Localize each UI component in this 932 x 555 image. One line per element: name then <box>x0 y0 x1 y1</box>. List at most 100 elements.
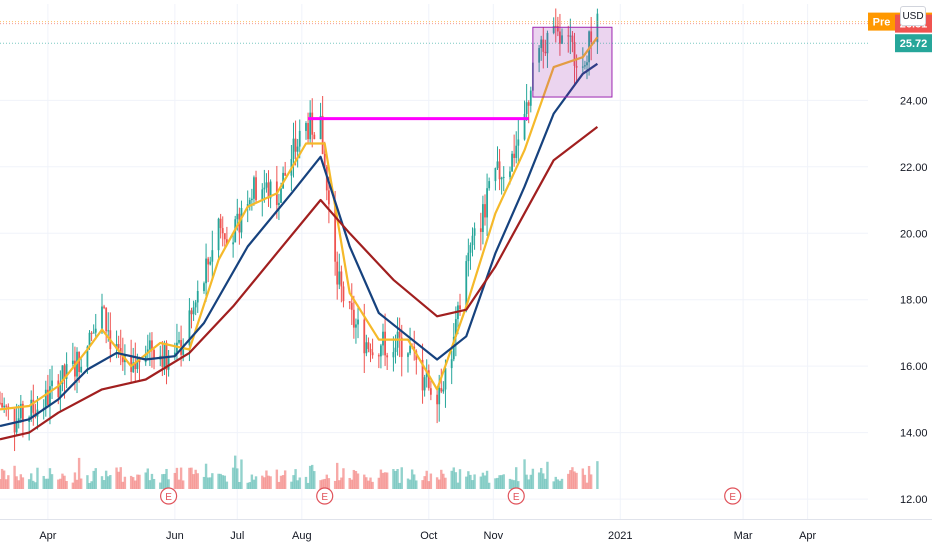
volume-bar <box>34 482 37 489</box>
candle-body <box>74 360 76 377</box>
price-axis[interactable]: 12.00 14.00 16.00 18.00 20.00 22.00 24.00 <box>900 95 928 506</box>
candle-body <box>500 177 503 180</box>
volume-bar <box>379 469 383 489</box>
candle-body <box>538 48 541 63</box>
volume-bar <box>292 475 295 489</box>
x-tick-label: Jul <box>230 530 244 542</box>
volume-bar <box>196 473 199 489</box>
candle-body <box>32 399 35 413</box>
candle-body <box>513 153 516 158</box>
y-tick-label: 16.00 <box>900 361 928 373</box>
volume-bar <box>102 480 106 489</box>
candle-body <box>263 187 266 190</box>
candle-body <box>527 102 530 106</box>
volume-bar <box>392 469 395 489</box>
volume-bar <box>42 475 45 489</box>
candle-body <box>515 145 518 158</box>
volume-bar <box>261 475 264 489</box>
volume-bar <box>415 480 418 489</box>
volume-bar <box>527 479 530 489</box>
y-tick-label: 18.00 <box>900 295 928 307</box>
volume-bar <box>544 478 547 489</box>
volume-bar <box>290 481 293 489</box>
volume-bar <box>192 474 195 489</box>
candle-body <box>575 65 578 68</box>
volume-bar <box>458 469 462 489</box>
volume-bar <box>283 470 287 489</box>
currency-button[interactable]: USD <box>900 6 926 26</box>
time-axis[interactable]: Apr Jun Jul Aug Oct Nov 2021 Mar Apr <box>39 530 816 542</box>
candle-body <box>571 35 574 43</box>
volume-bar <box>152 478 156 489</box>
volume-bar <box>523 459 526 489</box>
volume-bar <box>473 474 476 489</box>
candle-body <box>496 161 499 169</box>
volume-bar <box>454 472 458 489</box>
x-tick-label: Apr <box>39 530 56 542</box>
candle-body <box>479 228 482 232</box>
pre-market-label: Pre <box>873 17 891 29</box>
consolidation-box <box>532 26 613 98</box>
y-tick-label: 20.00 <box>900 228 928 240</box>
volume-bar <box>465 476 468 489</box>
volume-bar <box>394 470 397 489</box>
volume-bar <box>336 462 339 489</box>
candle-body <box>211 250 214 262</box>
candle-body <box>248 200 251 205</box>
volume-bar <box>508 478 512 489</box>
volume-bar <box>63 475 66 489</box>
volume-bar <box>400 467 403 489</box>
candle-body <box>323 153 326 167</box>
candle-body <box>1 402 3 408</box>
candle-body <box>250 198 253 201</box>
volume-bar <box>190 467 193 489</box>
candle-body <box>92 332 95 334</box>
candle-body <box>450 359 453 369</box>
candle-body <box>0 402 1 404</box>
volume-bar <box>236 468 239 489</box>
moving-average-lines <box>0 36 599 441</box>
candle-body <box>471 235 474 246</box>
candle-body <box>225 239 228 245</box>
volume-bar <box>132 477 135 489</box>
volume-bar <box>367 480 370 489</box>
volume-bar <box>383 472 387 489</box>
volume-bar <box>381 472 385 489</box>
candle-body <box>163 342 166 367</box>
candle-body <box>232 242 235 245</box>
candle-body <box>284 172 287 176</box>
earnings-marker <box>724 487 742 505</box>
volume-bar <box>92 470 95 489</box>
volume-bar <box>104 470 108 489</box>
volume-bar <box>306 482 310 489</box>
candle-body <box>473 228 476 236</box>
volume-bar <box>46 478 50 489</box>
candle-body <box>561 35 563 44</box>
volume-bar <box>167 479 170 489</box>
volume-bar <box>75 479 79 489</box>
candle-body <box>407 353 409 357</box>
volume-bar <box>338 480 341 489</box>
candle-body <box>192 307 195 315</box>
candle-body <box>546 32 549 54</box>
volume-bar <box>88 482 91 489</box>
volume-bar <box>365 477 368 489</box>
candle-body <box>367 342 370 349</box>
candle-body <box>119 347 122 355</box>
volume-bar <box>363 474 366 489</box>
volume-bar <box>181 480 185 489</box>
volume-bar <box>311 464 314 489</box>
volume-bar <box>354 470 358 489</box>
volume-bar <box>542 473 545 489</box>
volume-bar <box>581 468 585 489</box>
volume-bar <box>30 473 33 489</box>
candle-body <box>467 252 470 262</box>
volume-bar <box>173 472 177 489</box>
volume-bar <box>0 468 4 489</box>
volume-bar <box>57 479 60 489</box>
candle-body <box>436 394 439 405</box>
volume-bar <box>71 482 75 489</box>
volume-bar <box>304 476 308 489</box>
